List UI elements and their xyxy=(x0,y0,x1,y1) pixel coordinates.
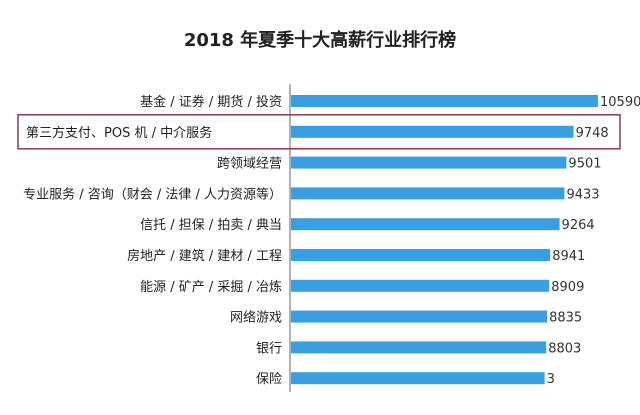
category-label: 第三方支付、POS 机 / 中介服务 xyxy=(26,125,212,141)
chart-title: 2018 年夏季十大高薪行业排行榜 xyxy=(183,30,457,51)
data-label: 8803 xyxy=(548,341,581,356)
bar xyxy=(291,372,545,385)
data-label: 9748 xyxy=(576,126,609,141)
bar xyxy=(291,95,598,107)
data-label: 3 xyxy=(547,372,555,387)
category-label: 基金 / 证券 / 期货 / 投资 xyxy=(140,94,282,110)
category-label: 信托 / 担保 / 拍卖 / 典当 xyxy=(140,218,282,233)
data-label: 8835 xyxy=(549,311,582,326)
bar xyxy=(291,187,565,200)
category-label: 房地产 / 建筑 / 建材 / 工程 xyxy=(127,248,282,264)
bar xyxy=(291,156,567,169)
bar xyxy=(291,125,574,138)
category-label: 跨领域经营 xyxy=(217,157,282,172)
bar xyxy=(291,279,550,292)
category-label: 保险 xyxy=(256,372,282,387)
category-label: 能源 / 矿产 / 采掘 / 冶炼 xyxy=(140,280,282,295)
category-label: 银行 xyxy=(256,341,282,356)
data-label: 10590 xyxy=(600,95,640,110)
bar xyxy=(291,218,560,231)
data-label: 8941 xyxy=(552,249,585,264)
bar xyxy=(291,341,547,354)
data-label: 9501 xyxy=(568,157,601,172)
category-label: 专业服务 / 咨询（财会 / 法律 / 人力资源等） xyxy=(23,186,282,202)
data-label: 9433 xyxy=(566,187,599,202)
category-label: 网络游戏 xyxy=(230,310,282,326)
data-label: 9264 xyxy=(562,218,595,233)
highlight-box xyxy=(17,114,621,150)
bar xyxy=(291,249,551,261)
bar xyxy=(291,310,548,323)
data-label: 8909 xyxy=(551,280,584,295)
